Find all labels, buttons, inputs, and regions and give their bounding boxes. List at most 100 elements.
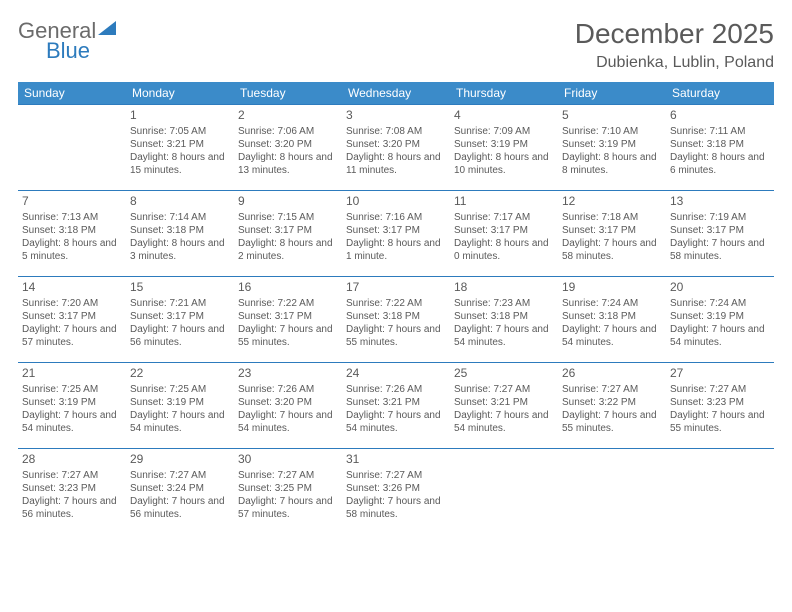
calendar-cell: 16Sunrise: 7:22 AMSunset: 3:17 PMDayligh… (234, 277, 342, 363)
day-header: Tuesday (234, 82, 342, 105)
daylight-line: Daylight: 8 hours and 15 minutes. (130, 151, 230, 177)
sunset-line: Sunset: 3:17 PM (130, 310, 230, 323)
calendar-cell: 12Sunrise: 7:18 AMSunset: 3:17 PMDayligh… (558, 191, 666, 277)
daylight-line: Daylight: 8 hours and 13 minutes. (238, 151, 338, 177)
sunrise-line: Sunrise: 7:05 AM (130, 125, 230, 138)
day-number: 23 (238, 366, 338, 382)
sunset-line: Sunset: 3:20 PM (238, 396, 338, 409)
calendar-cell: 4Sunrise: 7:09 AMSunset: 3:19 PMDaylight… (450, 105, 558, 191)
sunrise-line: Sunrise: 7:22 AM (346, 297, 446, 310)
sunrise-line: Sunrise: 7:15 AM (238, 211, 338, 224)
day-number: 11 (454, 194, 554, 210)
calendar-cell: 9Sunrise: 7:15 AMSunset: 3:17 PMDaylight… (234, 191, 342, 277)
day-header: Sunday (18, 82, 126, 105)
day-header: Thursday (450, 82, 558, 105)
daylight-line: Daylight: 7 hours and 57 minutes. (22, 323, 122, 349)
day-number: 9 (238, 194, 338, 210)
logo-sail-icon (98, 21, 116, 42)
daylight-line: Daylight: 7 hours and 55 minutes. (562, 409, 662, 435)
sunset-line: Sunset: 3:21 PM (346, 396, 446, 409)
calendar-cell: 13Sunrise: 7:19 AMSunset: 3:17 PMDayligh… (666, 191, 774, 277)
sunset-line: Sunset: 3:24 PM (130, 482, 230, 495)
calendar-cell: 30Sunrise: 7:27 AMSunset: 3:25 PMDayligh… (234, 449, 342, 535)
daylight-line: Daylight: 7 hours and 56 minutes. (22, 495, 122, 521)
daylight-line: Daylight: 7 hours and 58 minutes. (562, 237, 662, 263)
daylight-line: Daylight: 7 hours and 54 minutes. (22, 409, 122, 435)
calendar-cell: 22Sunrise: 7:25 AMSunset: 3:19 PMDayligh… (126, 363, 234, 449)
daylight-line: Daylight: 8 hours and 0 minutes. (454, 237, 554, 263)
sunrise-line: Sunrise: 7:08 AM (346, 125, 446, 138)
day-number: 15 (130, 280, 230, 296)
calendar-cell: 11Sunrise: 7:17 AMSunset: 3:17 PMDayligh… (450, 191, 558, 277)
sunrise-line: Sunrise: 7:24 AM (670, 297, 770, 310)
daylight-line: Daylight: 8 hours and 8 minutes. (562, 151, 662, 177)
sunrise-line: Sunrise: 7:27 AM (238, 469, 338, 482)
sunrise-line: Sunrise: 7:06 AM (238, 125, 338, 138)
calendar-cell: 10Sunrise: 7:16 AMSunset: 3:17 PMDayligh… (342, 191, 450, 277)
calendar-cell: 31Sunrise: 7:27 AMSunset: 3:26 PMDayligh… (342, 449, 450, 535)
day-number: 8 (130, 194, 230, 210)
calendar-cell: 1Sunrise: 7:05 AMSunset: 3:21 PMDaylight… (126, 105, 234, 191)
calendar-cell: 5Sunrise: 7:10 AMSunset: 3:19 PMDaylight… (558, 105, 666, 191)
daylight-line: Daylight: 8 hours and 2 minutes. (238, 237, 338, 263)
sunset-line: Sunset: 3:19 PM (454, 138, 554, 151)
daylight-line: Daylight: 7 hours and 57 minutes. (238, 495, 338, 521)
sunrise-line: Sunrise: 7:27 AM (670, 383, 770, 396)
calendar-cell: 24Sunrise: 7:26 AMSunset: 3:21 PMDayligh… (342, 363, 450, 449)
calendar-week-row: 14Sunrise: 7:20 AMSunset: 3:17 PMDayligh… (18, 277, 774, 363)
day-number: 6 (670, 108, 770, 124)
sunrise-line: Sunrise: 7:26 AM (346, 383, 446, 396)
day-number: 5 (562, 108, 662, 124)
calendar-cell: 29Sunrise: 7:27 AMSunset: 3:24 PMDayligh… (126, 449, 234, 535)
daylight-line: Daylight: 7 hours and 54 minutes. (346, 409, 446, 435)
calendar-cell: 14Sunrise: 7:20 AMSunset: 3:17 PMDayligh… (18, 277, 126, 363)
day-number: 4 (454, 108, 554, 124)
day-number: 7 (22, 194, 122, 210)
calendar-cell: 8Sunrise: 7:14 AMSunset: 3:18 PMDaylight… (126, 191, 234, 277)
calendar-cell: 23Sunrise: 7:26 AMSunset: 3:20 PMDayligh… (234, 363, 342, 449)
daylight-line: Daylight: 7 hours and 54 minutes. (454, 323, 554, 349)
sunset-line: Sunset: 3:17 PM (454, 224, 554, 237)
day-header: Friday (558, 82, 666, 105)
daylight-line: Daylight: 8 hours and 6 minutes. (670, 151, 770, 177)
daylight-line: Daylight: 8 hours and 1 minute. (346, 237, 446, 263)
calendar-table: SundayMondayTuesdayWednesdayThursdayFrid… (18, 82, 774, 535)
sunrise-line: Sunrise: 7:17 AM (454, 211, 554, 224)
sunset-line: Sunset: 3:19 PM (22, 396, 122, 409)
sunset-line: Sunset: 3:17 PM (238, 310, 338, 323)
sunset-line: Sunset: 3:23 PM (670, 396, 770, 409)
daylight-line: Daylight: 7 hours and 56 minutes. (130, 323, 230, 349)
daylight-line: Daylight: 7 hours and 55 minutes. (670, 409, 770, 435)
sunrise-line: Sunrise: 7:14 AM (130, 211, 230, 224)
sunrise-line: Sunrise: 7:23 AM (454, 297, 554, 310)
sunrise-line: Sunrise: 7:27 AM (562, 383, 662, 396)
sunset-line: Sunset: 3:17 PM (670, 224, 770, 237)
day-number: 16 (238, 280, 338, 296)
calendar-cell: 3Sunrise: 7:08 AMSunset: 3:20 PMDaylight… (342, 105, 450, 191)
sunset-line: Sunset: 3:25 PM (238, 482, 338, 495)
day-number: 3 (346, 108, 446, 124)
sunset-line: Sunset: 3:19 PM (562, 138, 662, 151)
sunset-line: Sunset: 3:18 PM (346, 310, 446, 323)
day-number: 25 (454, 366, 554, 382)
day-number: 22 (130, 366, 230, 382)
sunset-line: Sunset: 3:17 PM (22, 310, 122, 323)
calendar-cell: 27Sunrise: 7:27 AMSunset: 3:23 PMDayligh… (666, 363, 774, 449)
calendar-cell: 21Sunrise: 7:25 AMSunset: 3:19 PMDayligh… (18, 363, 126, 449)
day-number: 29 (130, 452, 230, 468)
sunrise-line: Sunrise: 7:16 AM (346, 211, 446, 224)
sunrise-line: Sunrise: 7:11 AM (670, 125, 770, 138)
day-number: 26 (562, 366, 662, 382)
location: Dubienka, Lublin, Poland (575, 54, 774, 72)
calendar-cell: 26Sunrise: 7:27 AMSunset: 3:22 PMDayligh… (558, 363, 666, 449)
calendar-cell (18, 105, 126, 191)
sunrise-line: Sunrise: 7:27 AM (346, 469, 446, 482)
day-number: 21 (22, 366, 122, 382)
sunset-line: Sunset: 3:20 PM (238, 138, 338, 151)
day-header-row: SundayMondayTuesdayWednesdayThursdayFrid… (18, 82, 774, 105)
sunrise-line: Sunrise: 7:25 AM (130, 383, 230, 396)
calendar-week-row: 21Sunrise: 7:25 AMSunset: 3:19 PMDayligh… (18, 363, 774, 449)
calendar-cell: 2Sunrise: 7:06 AMSunset: 3:20 PMDaylight… (234, 105, 342, 191)
calendar-cell: 15Sunrise: 7:21 AMSunset: 3:17 PMDayligh… (126, 277, 234, 363)
sunrise-line: Sunrise: 7:21 AM (130, 297, 230, 310)
